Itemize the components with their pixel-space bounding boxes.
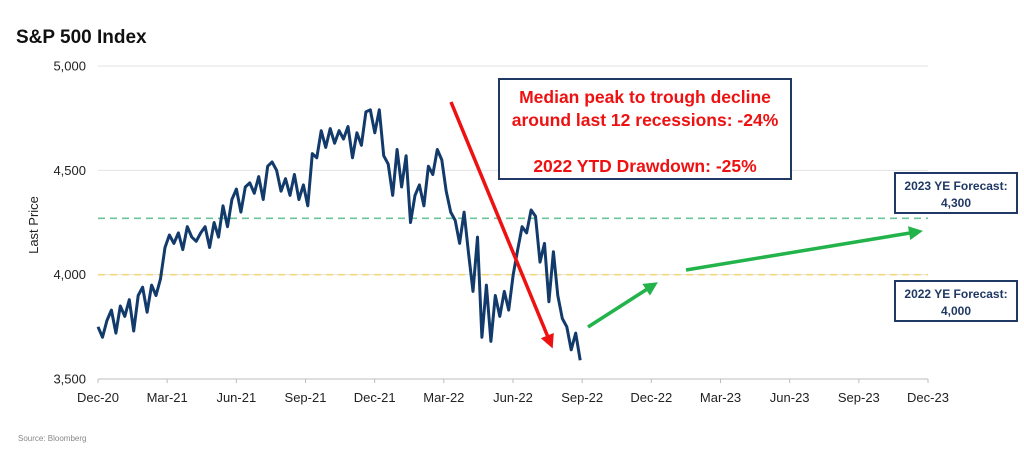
- annotation-arrows: [449, 101, 923, 349]
- recovery-arrow-2022: [587, 282, 658, 329]
- x-tick-label: Dec-22: [630, 390, 672, 405]
- x-tick-label: Dec-20: [77, 390, 119, 405]
- callout-line-2: around last 12 recessions: -24%: [511, 110, 779, 130]
- decline-arrow: [449, 101, 554, 349]
- forecast-2023-label: 2023 YE Forecast:: [904, 179, 1008, 193]
- x-tick-label: Dec-21: [354, 390, 396, 405]
- recovery-arrow-2023: [685, 226, 923, 272]
- x-tick-label: Jun-21: [216, 390, 256, 405]
- forecast-2023-box: 2023 YE Forecast: 4,300: [894, 172, 1018, 214]
- forecast-2022-value: 4,000: [940, 304, 972, 318]
- x-tick-label: Sep-23: [838, 390, 880, 405]
- y-tick-label: 4,000: [53, 267, 86, 282]
- callout-line-3: 2022 YTD Drawdown: -25%: [533, 156, 757, 176]
- drawdown-callout: Median peak to trough decline around las…: [498, 78, 792, 180]
- y-axis-label: Last Price: [26, 196, 41, 254]
- x-tick-label: Dec-23: [907, 390, 949, 405]
- forecast-2022-box: 2022 YE Forecast: 4,000: [894, 280, 1018, 322]
- forecast-2022-label: 2022 YE Forecast:: [904, 287, 1008, 301]
- x-tick-label: Sep-22: [561, 390, 603, 405]
- x-tick-label: Mar-22: [423, 390, 464, 405]
- y-axis-ticks: 3,500 4,000 4,500 5,000: [53, 59, 86, 387]
- callout-line-1: Median peak to trough decline: [519, 87, 771, 107]
- x-tick-label: Mar-21: [147, 390, 188, 405]
- y-tick-label: 3,500: [53, 372, 86, 387]
- series-line: [96, 108, 582, 361]
- x-tick-label: Jun-23: [770, 390, 810, 405]
- x-axis-ticks: Dec-20 Mar-21 Jun-21 Sep-21 Dec-21 Mar-22 Jun-…: [77, 379, 949, 405]
- source-note: Source: Bloomberg: [18, 434, 87, 443]
- y-tick-label: 4,500: [53, 163, 86, 178]
- x-tick-label: Sep-21: [285, 390, 327, 405]
- forecast-2023-value: 4,300: [940, 196, 972, 210]
- x-tick-label: Jun-22: [493, 390, 533, 405]
- x-tick-label: Mar-23: [700, 390, 741, 405]
- reference-lines: [98, 217, 928, 276]
- chart-title: S&P 500 Index: [16, 27, 147, 48]
- y-tick-label: 5,000: [53, 59, 86, 74]
